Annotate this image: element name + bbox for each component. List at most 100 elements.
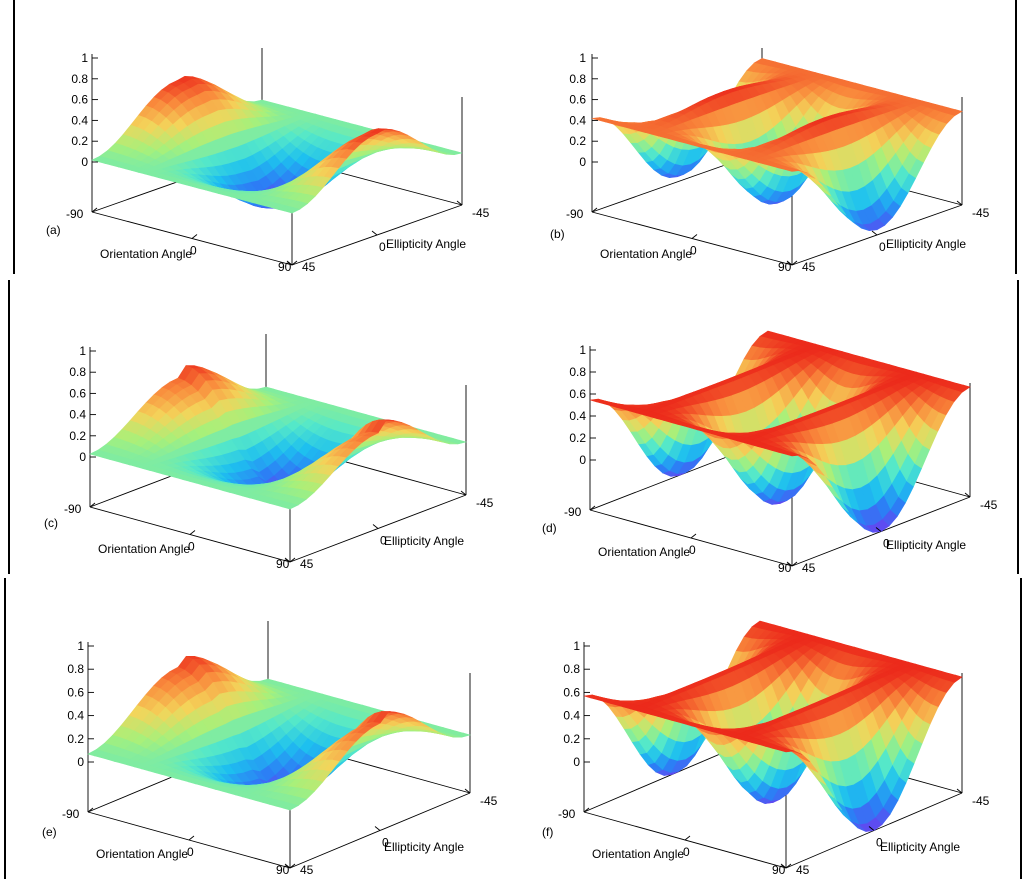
y-tick-label: -45 [980,498,998,512]
z-tick-label: 0 [77,755,84,769]
surface-plot-1: 0 0.2 0.4 0.6 0.8 1 -90 0 90 45 0 -45 Orientation An… [550,48,990,274]
y-tick-label: 45 [300,863,314,877]
surface-mesh [591,58,963,232]
z-tick-label: 1 [579,343,586,357]
z-tick-label: 0 [579,155,586,169]
z-tick-label: 0.4 [69,408,86,422]
y-tick-label: -45 [476,496,494,510]
z-tick-label: 0 [579,453,586,467]
x-tick-label: 90 [772,863,786,877]
x-tick-label: 90 [278,260,292,274]
x-tick-label: -90 [64,502,82,516]
x-tick-label: 90 [276,557,290,571]
y-tick-label: 0 [879,240,886,254]
surface-mesh [589,330,971,533]
y-tick-mark [374,826,381,831]
y-tick-mark [371,230,378,236]
surface-facet [785,168,800,172]
y-tick-mark [372,524,379,529]
z-tick-label: 0 [79,450,86,464]
y-tick-mark [286,260,293,266]
surface-mesh [583,620,963,832]
x-tick-label: 0 [690,244,697,258]
panel-label: (d) [542,521,557,535]
z-tick-label: 1 [573,639,580,653]
x-tick-mark [189,530,196,535]
z-tick-label: 0.4 [563,709,580,723]
y-tick-label: 45 [302,260,316,274]
y-tick-label: -45 [480,794,498,808]
z-tick-label: 1 [77,639,84,653]
panel-label: (e) [42,825,57,839]
y-tick-label: 45 [796,863,810,877]
x-tick-mark [191,234,198,239]
z-tick-label: 1 [81,51,88,65]
x-axis-title: Orientation Angle [598,545,690,559]
x-tick-label: 0 [190,244,197,258]
x-axis-title: Orientation Angle [600,247,692,261]
y-axis-title: Ellipticity Angle [886,237,966,251]
z-tick-label: 0.8 [569,72,586,86]
z-tick-label: 0.2 [569,134,586,148]
z-tick-label: 0.6 [67,685,84,699]
x-tick-label: 90 [276,863,290,877]
z-tick-label: 1 [579,51,586,65]
x-axis-title: Orientation Angle [96,847,188,861]
y-tick-label: 0 [379,240,386,254]
z-tick-label: 1 [79,344,86,358]
panel-label: (c) [44,516,58,530]
z-tick-label: 0.2 [569,431,586,445]
panel-label: (f) [542,825,553,839]
z-tick-label: 0.6 [569,387,586,401]
y-axis-title: Ellipticity Angle [886,538,966,552]
x-tick-label: -90 [62,807,80,821]
x-tick-label: -90 [566,207,584,221]
panel-label: (a) [46,223,61,237]
x-axis-title: Orientation Angle [98,542,190,556]
x-tick-label: -90 [558,807,576,821]
panels-group: 0 0.2 0.4 0.6 0.8 1 -90 0 90 45 0 -45 Orientation An… [42,48,998,877]
x-tick-mark [291,260,298,266]
x-tick-label: 90 [778,260,792,274]
y-tick-mark [456,200,463,206]
z-tick-label: 0 [81,155,88,169]
z-tick-label: 0.6 [563,685,580,699]
x-tick-mark [91,207,98,213]
x-tick-mark [791,260,798,266]
surface-mesh [91,75,463,214]
z-tick-label: 0.2 [67,732,84,746]
z-tick-label: 0.2 [563,732,580,746]
x-tick-label: -90 [66,207,84,221]
panel-label: (b) [550,227,565,241]
z-tick-label: 0.8 [69,365,86,379]
x-tick-mark [188,835,195,841]
y-tick-label: 45 [300,557,314,571]
y-tick-label: 45 [802,260,816,274]
z-tick-label: 0.4 [71,113,88,127]
x-tick-mark [690,533,697,539]
y-tick-label: -45 [972,206,990,220]
y-axis-title: Ellipticity Angle [386,237,466,251]
y-tick-mark [956,200,963,206]
z-tick-label: 0 [573,755,580,769]
y-tick-mark [786,260,793,266]
x-tick-mark [684,835,691,841]
x-axis-title: Orientation Angle [592,847,684,861]
surface-facet [284,207,301,214]
y-tick-label: -45 [972,794,990,808]
y-axis-title: Ellipticity Angle [880,840,960,854]
z-tick-label: 0.6 [69,386,86,400]
z-tick-label: 0.8 [563,662,580,676]
x-axis-title: Orientation Angle [100,247,192,261]
surface-plot-0: 0 0.2 0.4 0.6 0.8 1 -90 0 90 45 0 -45 Orientation An… [46,48,490,274]
z-tick-label: 0.4 [67,709,84,723]
z-tick-label: 0.4 [569,409,586,423]
surface-mesh [89,365,468,510]
y-tick-label: 45 [802,561,816,575]
y-axis-title: Ellipticity Angle [384,534,464,548]
